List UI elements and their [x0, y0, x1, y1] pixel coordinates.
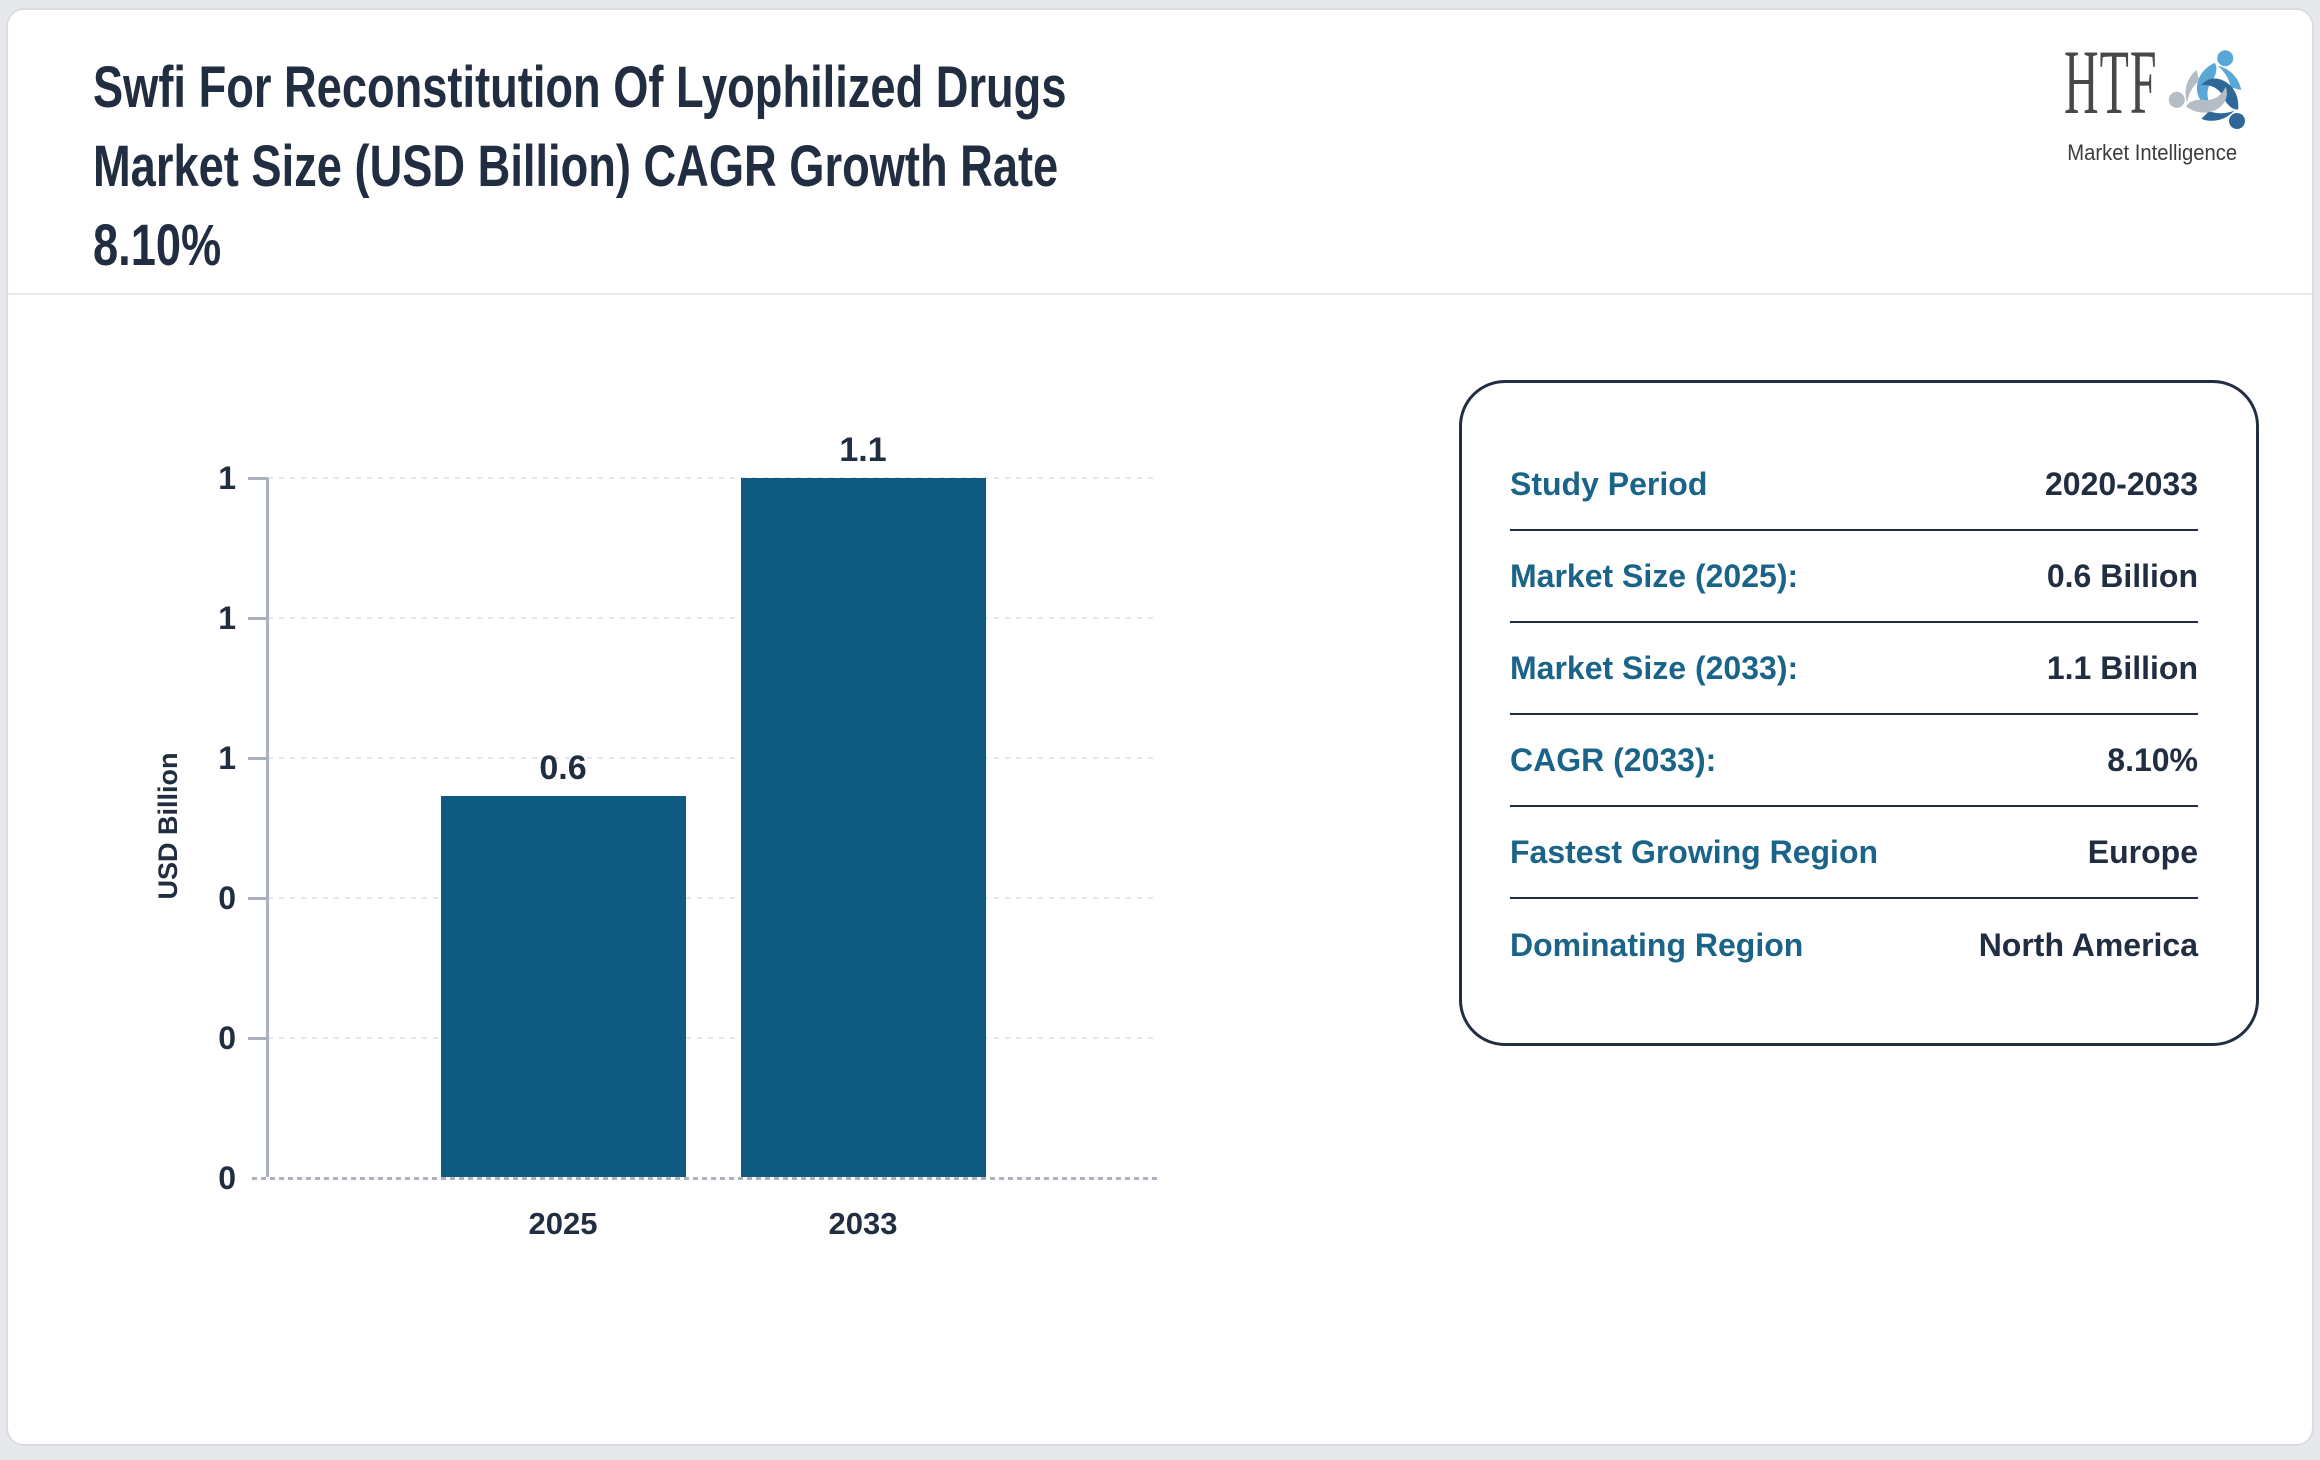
row-value: 0.6 Billion [2046, 557, 2198, 594]
summary-row-fastest-growing-region: Fastest Growing Region Europe [1510, 807, 2198, 899]
row-value: 2020-2033 [2044, 465, 2198, 502]
y-tick-mark [248, 477, 268, 480]
y-tick-mark [248, 897, 268, 900]
row-label: Dominating Region [1510, 926, 1804, 963]
y-tick-mark [248, 617, 268, 620]
row-value: North America [1978, 926, 2198, 963]
htf-logo-text: HTF [2064, 31, 2158, 133]
htf-logo: HTF Market Intelligence [2038, 32, 2268, 173]
y-tick-label: 1 [218, 740, 236, 776]
bar-2033 [740, 478, 986, 1178]
row-value: 1.1 Billion [2046, 649, 2198, 686]
row-label: Fastest Growing Region [1510, 833, 1879, 870]
summary-row-study-period: Study Period 2020-2033 [1510, 439, 2198, 531]
summary-row-dominating-region: Dominating Region North America [1510, 899, 2198, 991]
y-axis-title: USD Billion [153, 752, 183, 900]
header-divider [8, 293, 2312, 295]
gridline [268, 617, 1158, 619]
bar-2025 [440, 796, 686, 1178]
row-label: Study Period [1510, 465, 1708, 502]
gridline [268, 477, 1158, 479]
gridline [268, 897, 1158, 899]
page-title-line3: 8.10% [93, 213, 222, 278]
y-tick-label: 0 [218, 1160, 236, 1196]
infographic-card: Swfi For Reconstitution Of Lyophilized D… [6, 8, 2314, 1446]
page-title-line2: Market Size (USD Billion) CAGR Growth Ra… [93, 134, 1059, 199]
row-label: Market Size (2033): [1510, 649, 1799, 686]
row-value: Europe [2087, 833, 2198, 870]
x-tick-label: 2025 [528, 1206, 598, 1241]
htf-logo-subtext: Market Intelligence [2067, 140, 2238, 165]
summary-row-market-size-2025: Market Size (2025): 0.6 Billion [1510, 531, 2198, 623]
bar-value-label: 1.1 [839, 431, 887, 469]
y-axis-line [266, 478, 269, 1178]
people-swirl-icon [2168, 50, 2246, 129]
page-title-line1: Swfi For Reconstitution Of Lyophilized D… [93, 55, 1067, 120]
y-tick-mark [248, 757, 268, 760]
y-tick-label: 0 [218, 1020, 236, 1056]
x-tick-label: 2033 [828, 1206, 898, 1241]
summary-row-market-size-2033: Market Size (2033): 1.1 Billion [1510, 623, 2198, 715]
gridline [268, 1037, 1158, 1039]
row-label: CAGR (2033): [1510, 741, 1717, 778]
row-label: Market Size (2025): [1510, 557, 1799, 594]
market-summary-panel: Study Period 2020-2033 Market Size (2025… [1459, 380, 2259, 1046]
y-tick-label: 0 [218, 880, 236, 916]
x-axis-dash-pattern [248, 1177, 1158, 1180]
gridline [268, 757, 1158, 759]
page-title: Swfi For Reconstitution Of Lyophilized D… [93, 48, 1066, 285]
y-tick-label: 1 [218, 600, 236, 636]
row-value: 8.10% [2107, 741, 2198, 778]
summary-row-cagr: CAGR (2033): 8.10% [1510, 715, 2198, 807]
y-tick-label: 1 [218, 460, 236, 496]
y-tick-mark [248, 1037, 268, 1040]
bar-value-label: 0.6 [539, 749, 587, 787]
